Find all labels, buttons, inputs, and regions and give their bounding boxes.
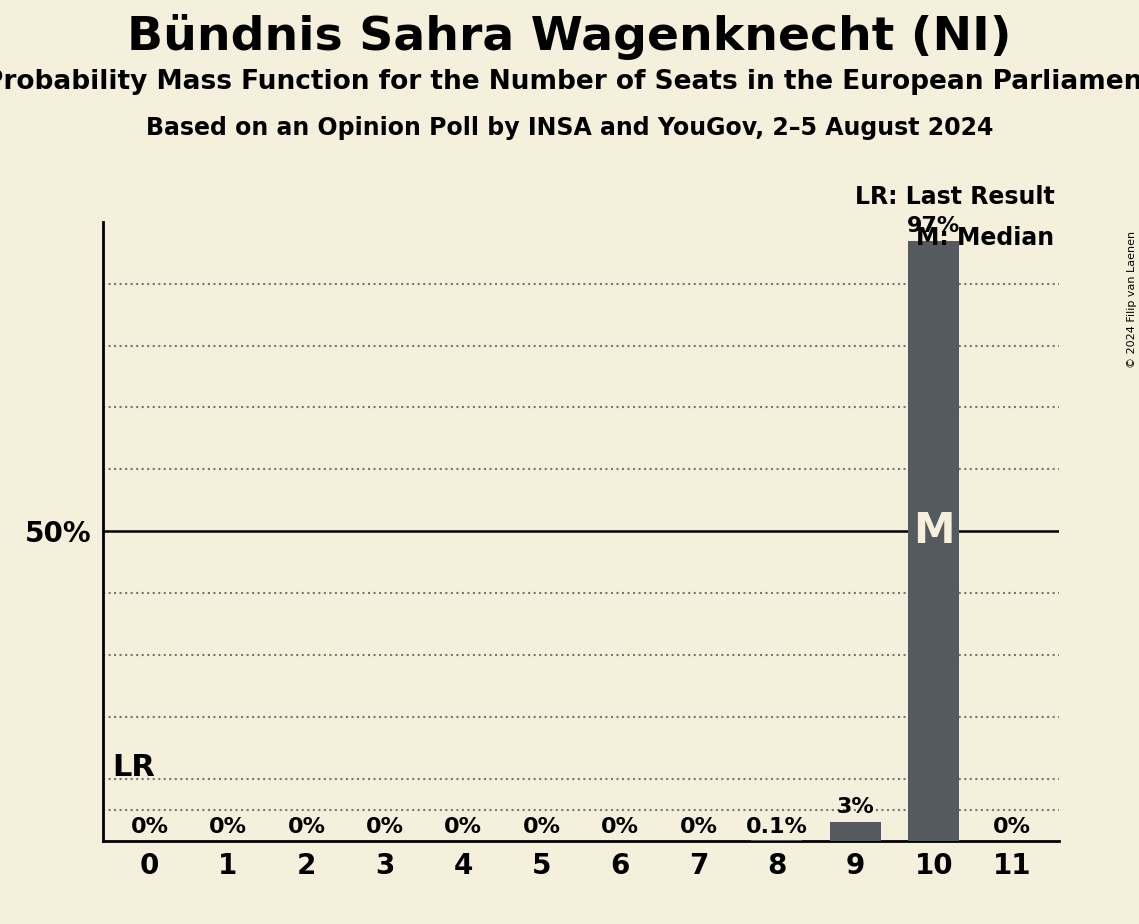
- Text: 0%: 0%: [680, 817, 718, 836]
- Text: 0%: 0%: [523, 817, 560, 836]
- Text: M: M: [913, 510, 954, 553]
- Text: 0%: 0%: [601, 817, 639, 836]
- Bar: [908, 241, 959, 841]
- Text: Bündnis Sahra Wagenknecht (NI): Bündnis Sahra Wagenknecht (NI): [128, 14, 1011, 60]
- Text: 0%: 0%: [131, 817, 169, 836]
- Text: LR: Last Result: LR: Last Result: [854, 186, 1055, 210]
- Text: 3%: 3%: [836, 797, 875, 818]
- Text: 0.1%: 0.1%: [746, 817, 808, 836]
- Text: 0%: 0%: [287, 817, 326, 836]
- Text: Probability Mass Function for the Number of Seats in the European Parliament: Probability Mass Function for the Number…: [0, 69, 1139, 95]
- Text: 0%: 0%: [444, 817, 482, 836]
- Text: M: Median: M: Median: [917, 225, 1055, 249]
- Text: 0%: 0%: [366, 817, 404, 836]
- Text: 97%: 97%: [907, 216, 960, 236]
- Text: Based on an Opinion Poll by INSA and YouGov, 2–5 August 2024: Based on an Opinion Poll by INSA and You…: [146, 116, 993, 140]
- Text: LR: LR: [112, 753, 155, 782]
- Text: © 2024 Filip van Laenen: © 2024 Filip van Laenen: [1126, 231, 1137, 368]
- Bar: [830, 822, 880, 841]
- Text: 0%: 0%: [208, 817, 247, 836]
- Text: 0%: 0%: [993, 817, 1031, 836]
